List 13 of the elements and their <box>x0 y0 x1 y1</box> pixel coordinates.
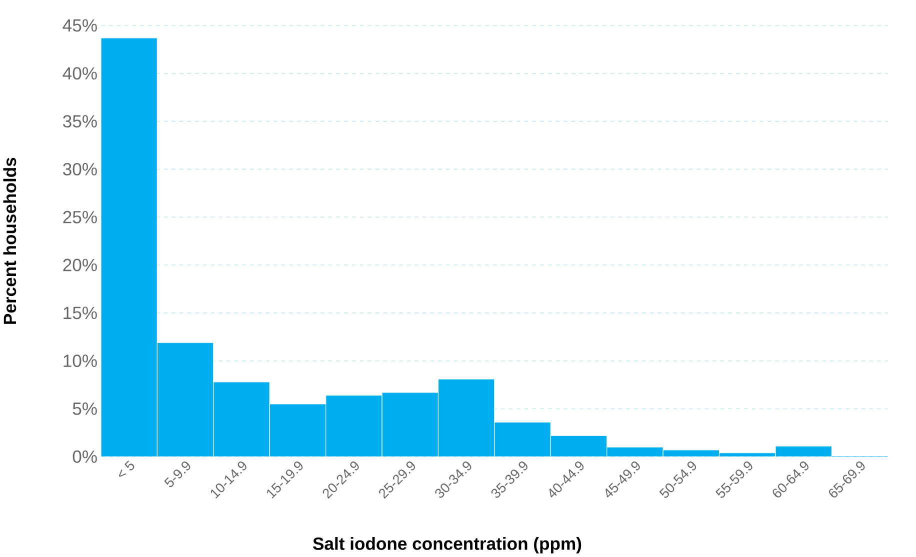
y-tick-label: 10% <box>64 354 97 368</box>
y-tick-label: 35% <box>63 115 97 128</box>
x-axis-title: Salt iodone concentration (ppm) <box>313 537 582 554</box>
y-tick-label: 40% <box>62 67 97 80</box>
y-tick-label: 5% <box>72 402 97 416</box>
y-tick-label: 15% <box>64 306 97 320</box>
y-tick-label: 20% <box>63 258 97 272</box>
y-tick-label: 30% <box>63 163 97 176</box>
y-axis-title: Percent households <box>3 158 16 324</box>
x-tick-label: < 5 <box>118 460 134 478</box>
y-tick-label: 25% <box>63 211 97 224</box>
y-tick-label: 45% <box>62 19 97 32</box>
y-tick-label: 0% <box>72 450 97 464</box>
